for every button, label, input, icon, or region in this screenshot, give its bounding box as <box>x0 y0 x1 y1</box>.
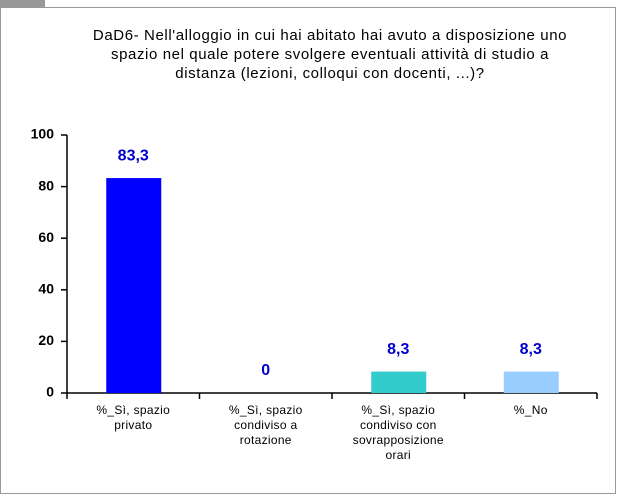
bar <box>503 371 559 393</box>
value-label: 8,3 <box>387 341 409 358</box>
y-tick-label: 0 <box>46 384 54 400</box>
bar <box>106 178 162 393</box>
x-tick-box: %_Sì, spazio condiviso a rotazione <box>228 403 303 447</box>
y-tick-label: 80 <box>38 177 54 193</box>
x-tick-label: %_Sì, spazio condiviso a rotazione <box>228 403 303 447</box>
y-tick-label: 20 <box>38 332 54 348</box>
chart-title: DaD6- Nell'alloggio in cui hai abitato h… <box>92 27 568 82</box>
x-tick-label: %_Sì, spazio condiviso con sovrapposizio… <box>352 403 444 462</box>
x-tick-label: %_Sì, spazio privato <box>96 403 171 432</box>
frame <box>0 7 616 494</box>
value-label: 8,3 <box>520 341 542 358</box>
y-tick-label: 100 <box>31 126 55 142</box>
bar <box>371 371 427 393</box>
y-tick-label: 40 <box>38 281 54 297</box>
title-box: DaD6- Nell'alloggio in cui hai abitato h… <box>92 27 568 82</box>
x-tick-box: %_Sì, spazio privato <box>96 403 171 432</box>
value-label: 0 <box>261 362 270 379</box>
value-label: 83,3 <box>118 147 149 164</box>
x-tick-box: %_Sì, spazio condiviso con sovrapposizio… <box>352 403 444 462</box>
tab <box>0 0 45 7</box>
x-tick-label: %_No <box>513 403 548 417</box>
y-tick-label: 60 <box>38 229 54 245</box>
x-tick-box: %_No <box>513 403 548 417</box>
